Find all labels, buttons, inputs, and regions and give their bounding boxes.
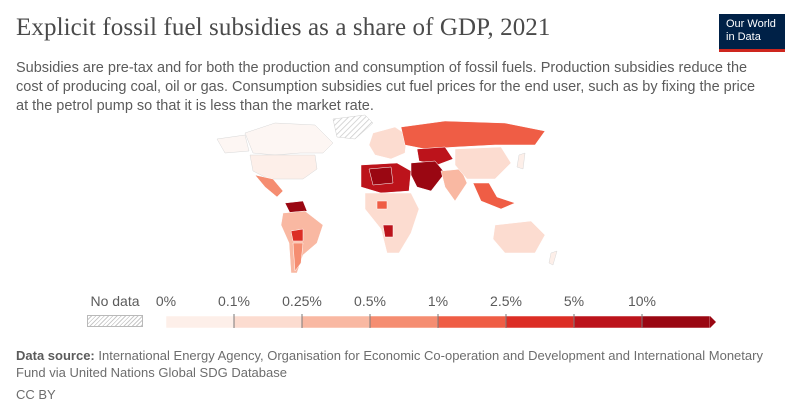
legend-tick-label-4: 1% — [427, 293, 449, 309]
no-data-swatch[interactable] — [87, 315, 143, 327]
source-text: International Energy Agency, Organisatio… — [16, 348, 763, 380]
legend-bin-2[interactable] — [301, 315, 371, 329]
legend-tick-label-1: 0.1% — [218, 293, 250, 309]
south-america-region[interactable] — [280, 210, 324, 274]
legend-bin-7[interactable] — [641, 315, 711, 329]
legend-tick-label-3: 0.5% — [354, 293, 386, 309]
legend-bin-3[interactable] — [369, 315, 439, 329]
color-legend: No data 0% 0.1% 0.25% 0.5% 1% 2.5% 5% 10% — [0, 290, 800, 335]
alaska-region[interactable] — [216, 134, 250, 154]
chart-subtitle: Subsidies are pre-tax and for both the p… — [16, 60, 756, 114]
china-region[interactable] — [454, 146, 512, 180]
legend-tick-label-0: 0% — [155, 293, 177, 309]
no-data-label: No data — [90, 293, 140, 309]
world-map[interactable] — [205, 113, 565, 278]
japan-region[interactable] — [516, 152, 526, 170]
mexico-region[interactable] — [254, 174, 284, 198]
legend-bin-1[interactable] — [233, 315, 303, 329]
australia-region[interactable] — [492, 220, 546, 254]
data-source: Data source: International Energy Agency… — [16, 347, 776, 381]
legend-tick-label-6: 5% — [563, 293, 585, 309]
logo-line-1: Our World — [726, 18, 776, 30]
legend-bin-4[interactable] — [437, 315, 507, 329]
legend-tick-label-5: 2.5% — [490, 293, 522, 309]
usa-region[interactable] — [249, 154, 318, 180]
greenland-region[interactable] — [332, 114, 374, 140]
russia-region[interactable] — [400, 120, 546, 150]
logo-line-2: in Data — [726, 31, 761, 43]
legend-tick-label-2: 0.25% — [282, 293, 322, 309]
legend-bins — [166, 314, 716, 329]
legend-open-end-arrow — [710, 316, 716, 328]
source-label: Data source: — [16, 348, 95, 363]
argentina-region[interactable] — [292, 242, 304, 272]
bolivia-region[interactable] — [290, 228, 304, 242]
central-asia-region[interactable] — [416, 146, 454, 166]
license-link[interactable]: CC BY — [16, 387, 56, 402]
chart-title: Explicit fossil fuel subsidies as a shar… — [16, 14, 551, 41]
legend-bin-6[interactable] — [573, 315, 643, 329]
algeria-libya-region[interactable] — [368, 166, 394, 186]
angola-region[interactable] — [382, 224, 394, 238]
new-zealand-region[interactable] — [548, 250, 558, 266]
sub-saharan-africa-region[interactable] — [364, 192, 420, 254]
legend-bin-5[interactable] — [505, 315, 575, 329]
southeast-asia-region[interactable] — [472, 182, 516, 210]
owid-logo[interactable]: Our World in Data — [719, 14, 785, 52]
canada-region[interactable] — [244, 122, 334, 156]
south-asia-region[interactable] — [440, 168, 468, 202]
legend-bin-0[interactable] — [166, 315, 235, 329]
europe-region[interactable] — [368, 126, 408, 160]
nigeria-region[interactable] — [376, 200, 388, 210]
middle-east-region[interactable] — [410, 160, 446, 192]
legend-tick-label-7: 10% — [627, 293, 657, 309]
